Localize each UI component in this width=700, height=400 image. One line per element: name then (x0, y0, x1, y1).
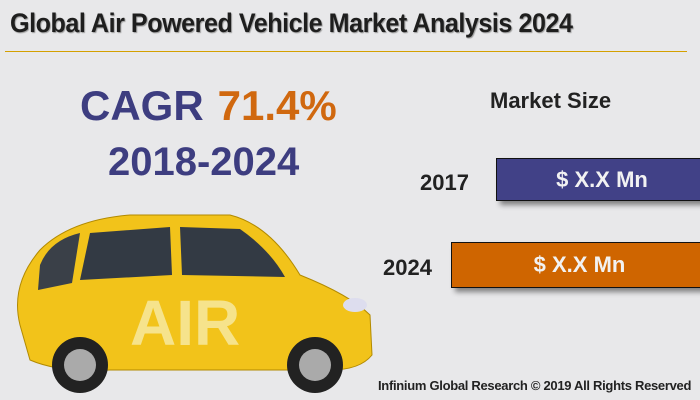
market-size-heading: Market Size (490, 88, 612, 113)
year-2024-label: 2024 (383, 255, 432, 280)
year-2017-label: 2017 (420, 170, 469, 195)
cagr-label: CAGR (80, 82, 204, 129)
cagr-period: 2018-2024 (108, 140, 300, 184)
page-title: Global Air Powered Vehicle Market Analys… (10, 8, 573, 38)
value-bar-2017: $ X.X Mn (496, 158, 700, 201)
value-bar-2024: $ X.X Mn (451, 242, 700, 288)
cagr-value: 71.4% (217, 82, 337, 129)
title-divider (5, 51, 687, 52)
car-air-text: AIR (130, 287, 240, 359)
copyright-footer: Infinium Global Research © 2019 All Righ… (378, 378, 692, 393)
cagr-line: CAGR 71.4% (80, 82, 337, 130)
car-illustration: AIR (17, 214, 373, 393)
